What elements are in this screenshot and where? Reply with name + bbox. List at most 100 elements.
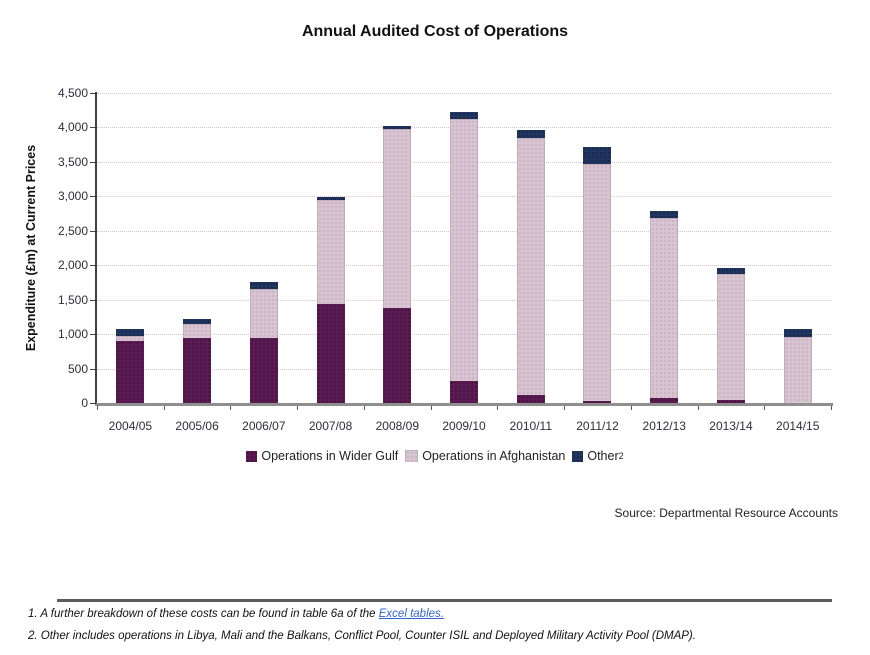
- x-tick-mark: [497, 406, 499, 410]
- x-tick-label: 2010/11: [509, 419, 553, 433]
- x-tick-label: 2006/07: [242, 419, 286, 433]
- x-tick-mark: [430, 406, 432, 410]
- x-tick-mark: [97, 406, 98, 410]
- x-tick-mark: [831, 406, 832, 410]
- x-tick-label: 2009/10: [442, 419, 486, 433]
- legend-item-other: Other 2: [572, 449, 624, 463]
- x-tick-mark: [163, 406, 165, 410]
- bar-segment-other: [716, 268, 745, 274]
- x-tick-mark: [564, 406, 566, 410]
- legend-label: Operations in Afghanistan: [422, 449, 566, 463]
- x-tick-mark: [297, 406, 299, 410]
- footnote-2: 2. Other includes operations in Libya, M…: [28, 630, 696, 642]
- bar-segment-operations-in-wider-gulf: [316, 303, 345, 403]
- x-tick-mark: [630, 406, 632, 410]
- y-tick-mark: [90, 368, 96, 370]
- bar-segment-other: [316, 197, 345, 201]
- y-tick-label: 500: [67, 361, 88, 376]
- x-tick-label: 2013/14: [709, 419, 753, 433]
- bar-2013-14: [716, 93, 745, 403]
- bar-segment-operations-in-afghanistan: [650, 217, 679, 399]
- bar-segment-operations-in-afghanistan: [249, 288, 278, 339]
- y-tick-mark: [90, 161, 96, 163]
- x-tick-label: 2005/06: [175, 419, 219, 433]
- bar-2006-07: [249, 93, 278, 403]
- footnote-1: 1. A further breakdown of these costs ca…: [28, 608, 444, 620]
- y-tick-mark: [90, 334, 96, 336]
- bar-segment-other: [183, 318, 212, 325]
- y-tick-label: 1,000: [57, 327, 88, 342]
- bar-segment-other: [783, 328, 812, 337]
- y-tick-label: 3,500: [57, 154, 88, 169]
- legend-swatch: [246, 450, 258, 462]
- bar-segment-operations-in-wider-gulf: [383, 308, 412, 403]
- x-axis-labels: 2004/05 2005/06 2006/07 2007/08 2008/09 2009/…: [97, 419, 831, 433]
- y-axis-title: Expenditure (£m) at Current Prices: [14, 93, 48, 403]
- x-tick-label: 2008/09: [375, 419, 419, 433]
- bar-2004-05: [116, 93, 145, 403]
- bar-segment-other: [650, 211, 679, 218]
- legend-label: Other: [587, 449, 619, 463]
- bar-segment-other: [383, 126, 412, 130]
- bar-segment-operations-in-afghanistan: [383, 129, 412, 309]
- bar-segment-operations-in-wider-gulf: [183, 337, 212, 403]
- bar-segment-operations-in-wider-gulf: [516, 395, 545, 403]
- y-tick-label: 0: [81, 396, 88, 410]
- x-tick-mark: [697, 406, 699, 410]
- y-tick-mark: [90, 93, 96, 94]
- bar-segment-operations-in-afghanistan: [116, 335, 145, 341]
- y-tick-mark: [90, 127, 96, 129]
- y-tick-mark: [90, 403, 96, 404]
- bar-segment-other: [583, 147, 612, 164]
- footnote-1-text: 1. A further breakdown of these costs ca…: [28, 608, 379, 620]
- bar-segment-other: [249, 282, 278, 289]
- y-tick-label: 1,500: [57, 292, 88, 307]
- y-tick-mark: [90, 299, 96, 301]
- bar-segment-other: [450, 111, 478, 119]
- y-tick-label: 4,500: [57, 86, 88, 100]
- x-tick-mark: [764, 406, 766, 410]
- legend-item-operations-in-afghanistan: Operations in Afghanistan: [405, 449, 565, 463]
- x-tick-label: 2007/08: [308, 419, 353, 433]
- x-tick-label: 2011/12: [576, 419, 619, 433]
- bar-segment-operations-in-afghanistan: [716, 273, 745, 401]
- bar-segment-operations-in-afghanistan: [316, 200, 345, 304]
- y-tick-mark: [90, 196, 96, 198]
- y-tick-mark: [90, 230, 96, 232]
- legend-item-operations-in-wider-gulf: Operations in Wider Gulf: [246, 449, 398, 463]
- bar-segment-operations-in-wider-gulf: [450, 381, 478, 403]
- legend-swatch: [405, 450, 419, 462]
- plot-area: [97, 93, 831, 403]
- x-tick-label: 2014/15: [776, 419, 820, 433]
- bar-2009-10: [450, 93, 478, 403]
- gridline: [97, 93, 831, 94]
- legend-label: Operations in Wider Gulf: [261, 449, 399, 463]
- bar-2008-09: [383, 93, 412, 403]
- y-tick-label: 2,000: [57, 258, 88, 273]
- bar-segment-other: [516, 129, 545, 138]
- bar-2005-06: [183, 93, 212, 403]
- x-axis-line: [95, 403, 833, 406]
- divider-rule: [57, 599, 832, 602]
- bar-2014-15: [783, 93, 812, 403]
- source-note: Source: Departmental Resource Accounts: [614, 506, 838, 520]
- y-axis-line: [95, 92, 97, 405]
- bar-segment-operations-in-wider-gulf: [116, 341, 145, 403]
- x-tick-mark: [363, 406, 365, 410]
- bar-2010-11: [516, 93, 545, 403]
- bar-segment-operations-in-afghanistan: [183, 324, 212, 338]
- x-tick-label: 2004/05: [108, 419, 153, 433]
- y-tick-mark: [90, 265, 96, 267]
- y-tick-label: 4,000: [57, 120, 88, 135]
- bar-segment-other: [116, 329, 145, 336]
- bar-segment-operations-in-afghanistan: [583, 163, 612, 402]
- bar-segment-operations-in-afghanistan: [450, 118, 478, 382]
- legend-swatch: [572, 450, 584, 462]
- y-tick-label: 3,000: [57, 189, 88, 204]
- legend: Operations in Wider Gulf Operations in Af…: [0, 449, 870, 463]
- bar-segment-operations-in-wider-gulf: [716, 400, 745, 403]
- bar-segment-operations-in-wider-gulf: [650, 398, 679, 403]
- x-tick-mark: [230, 406, 232, 410]
- excel-tables-link[interactable]: Excel tables.: [378, 608, 444, 620]
- bar-segment-operations-in-wider-gulf: [249, 338, 278, 403]
